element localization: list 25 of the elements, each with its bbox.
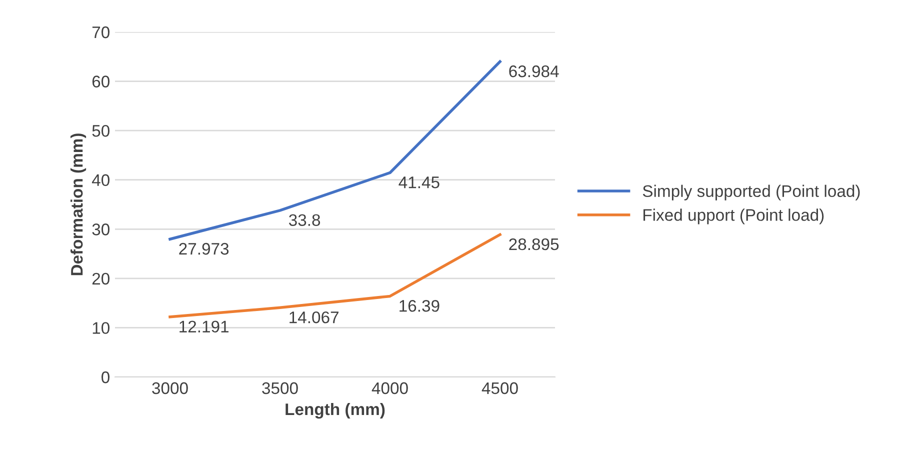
y-tick-label: 50 <box>92 124 110 137</box>
y-tick-label: 60 <box>92 76 110 88</box>
y-tick-label: 20 <box>92 272 110 285</box>
data-label: 28.895 <box>509 238 559 250</box>
y-axis-title: Deformation (mm) <box>70 134 86 276</box>
legend-label: Simply supported (Point load) <box>642 184 860 200</box>
x-tick-label: 3500 <box>262 382 298 394</box>
y-tick-label: 0 <box>102 371 110 384</box>
data-label: 41.45 <box>398 176 440 188</box>
x-tick-label: 3000 <box>152 382 188 394</box>
line-series <box>168 60 502 241</box>
data-label: 27.973 <box>179 242 229 255</box>
data-label: 14.067 <box>290 311 338 324</box>
y-tick-label: 30 <box>92 224 110 236</box>
data-label: 33.8 <box>288 214 320 226</box>
data-label: 16.39 <box>400 300 440 312</box>
legend-label: Fixed upport (Point load) <box>644 208 824 224</box>
y-tick-label: 40 <box>92 174 110 186</box>
x-tick-label: 4000 <box>372 382 408 394</box>
y-tick-label: 10 <box>92 322 110 334</box>
data-label: 12.191 <box>180 320 228 332</box>
y-tick-label: 70 <box>92 26 110 38</box>
data-label: 63.984 <box>509 65 559 78</box>
x-tick-label: 4500 <box>482 382 518 394</box>
x-axis-title: Length (mm) <box>286 402 385 419</box>
